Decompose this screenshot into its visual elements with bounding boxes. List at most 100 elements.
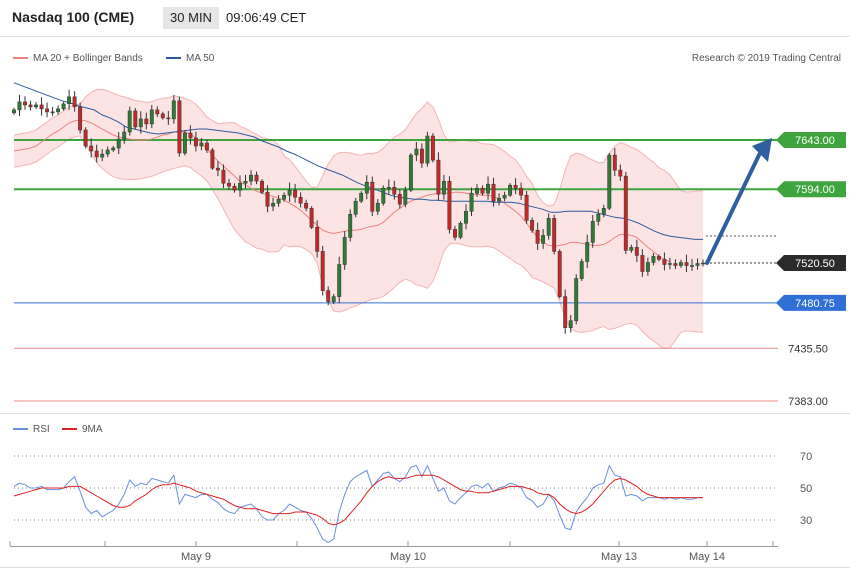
candle-body — [298, 196, 303, 204]
level-tag-last-price — [776, 254, 846, 271]
candle-body — [678, 262, 683, 266]
candle-body — [78, 106, 83, 131]
candle-body — [403, 189, 408, 205]
candle-body — [111, 147, 116, 151]
candle-body — [116, 138, 121, 149]
rsi-ma9-line — [13, 474, 703, 526]
copyright-text: Research © 2019 Trading Central — [692, 53, 841, 64]
candle-body — [453, 229, 457, 238]
candle-body — [199, 142, 204, 147]
candle-body — [94, 150, 99, 158]
candle-body — [469, 192, 474, 212]
candle-body — [326, 290, 331, 302]
candle-body — [557, 251, 562, 297]
candle-body — [634, 247, 639, 256]
candle-body — [502, 194, 507, 199]
level-label-pivot: 7480.75 — [795, 298, 835, 310]
candle-body — [271, 202, 276, 207]
candle-body — [166, 117, 171, 120]
candle-body — [524, 194, 529, 221]
candle-body — [392, 186, 397, 195]
level-labels: 7643.00 7594.00 7520.50 7480.75 7435.50 7383.… — [776, 132, 846, 408]
candle-body — [425, 135, 430, 164]
candle-body — [342, 237, 347, 265]
candle-body — [188, 132, 193, 139]
candle-body — [304, 202, 309, 209]
candle-body — [122, 131, 127, 140]
timestamp: 09:06:49 CET — [226, 10, 307, 25]
x-axis-label: May 10 — [390, 551, 426, 563]
candle-body — [370, 181, 375, 212]
candle-body — [227, 182, 231, 187]
candle-body — [359, 192, 364, 202]
level-label-resistance-2: 7643.00 — [795, 135, 835, 147]
candle-body — [160, 113, 165, 119]
candle-body — [254, 174, 259, 182]
candle-body — [105, 149, 110, 155]
x-axis-label: May 13 — [601, 551, 637, 563]
candle-body — [695, 263, 700, 266]
candle-body — [23, 101, 27, 106]
candle-body — [39, 104, 44, 110]
candle-body — [430, 135, 435, 161]
bollinger-bands — [13, 88, 704, 350]
level-tag-pivot — [776, 294, 846, 311]
candle-body — [590, 221, 595, 243]
candle-body — [204, 142, 209, 151]
candle-body — [629, 247, 634, 251]
level-tag-resistance-1 — [776, 181, 846, 198]
candle-body — [144, 118, 149, 125]
candle-body — [28, 104, 33, 108]
candle-body — [419, 148, 424, 164]
candle-body — [656, 256, 661, 260]
ma9-legend-label: 9MA — [82, 424, 103, 435]
candle-body — [243, 180, 248, 184]
candle-body — [260, 180, 264, 193]
candle-body — [458, 223, 463, 238]
price-legend: MA 20 + Bollinger Bands MA 50 Research ©… — [13, 53, 841, 64]
candle-body — [331, 296, 336, 302]
candle-body — [17, 101, 22, 111]
timeframe-badge[interactable]: 30 MIN — [163, 7, 219, 29]
candle-body — [149, 109, 154, 125]
candle-body — [475, 187, 479, 194]
candle-body — [640, 255, 645, 272]
level-label-support-2: 7383.00 — [788, 396, 828, 408]
candle-body — [50, 111, 55, 114]
candle-body — [480, 187, 485, 194]
candle-body — [309, 208, 314, 228]
candle-body — [701, 262, 705, 265]
candle-body — [287, 189, 292, 196]
candle-body — [519, 187, 524, 196]
candle-body — [215, 167, 220, 171]
candle-body — [61, 103, 66, 110]
candle-body — [155, 109, 160, 115]
candle-body — [171, 100, 176, 120]
candle-body — [45, 108, 50, 113]
candle-body — [12, 109, 16, 114]
candle-body — [530, 220, 535, 231]
candle-body — [662, 259, 667, 265]
candle-body — [249, 174, 253, 182]
candle-body — [221, 169, 226, 184]
candle-body — [612, 154, 617, 171]
candle-body — [276, 198, 281, 204]
candle-body — [67, 96, 72, 105]
candle-body — [673, 263, 678, 266]
candlesticks — [12, 89, 705, 334]
candle-body — [56, 108, 61, 113]
rsi-pane: 30 50 70 — [13, 451, 812, 543]
candle-body — [397, 193, 402, 205]
rsi-tick-label: 30 — [800, 515, 812, 527]
candle-body — [546, 218, 551, 236]
rsi-legend: RSI 9MA — [13, 424, 103, 435]
candle-body — [563, 296, 568, 328]
candle-body — [596, 214, 601, 222]
candle-body — [486, 183, 490, 194]
candle-body — [364, 181, 369, 194]
candle-body — [348, 214, 353, 238]
candle-body — [441, 180, 446, 195]
candle-body — [177, 100, 182, 154]
candle-body — [684, 262, 689, 266]
